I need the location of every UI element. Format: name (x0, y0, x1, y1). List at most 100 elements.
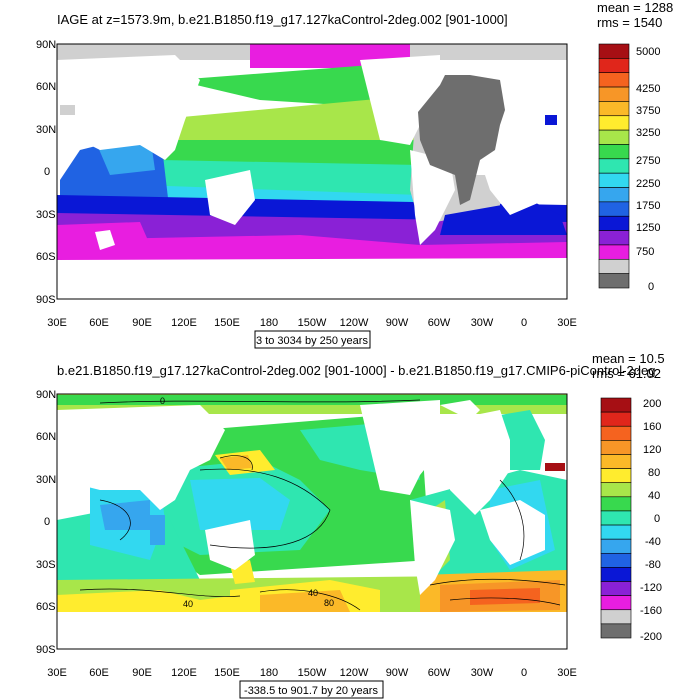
panel1-lon-tick: 90W (386, 317, 409, 329)
panel2-lat-axis: 90N 60N 30N 0 30S 60S 90S (36, 389, 56, 656)
panel2-lat-tick: 90N (36, 389, 56, 401)
colorbar-swatch (600, 468, 632, 484)
panel2-lon-tick: 120E (171, 667, 197, 679)
colorbar-swatch (598, 187, 630, 203)
panel2-contour-label: 0 (160, 396, 165, 406)
colorbar-swatch (600, 524, 632, 540)
panel2-lon-axis: 30E 60E 90E 120E 150E 180 150W 120W 90W … (47, 667, 577, 679)
colorbar-swatch (600, 425, 632, 441)
panel2-lon-tick: 180 (260, 667, 278, 679)
panel1-lon-tick: 180 (260, 317, 278, 329)
panel2-colorbar-label: 0 (654, 513, 660, 525)
panel2-lon-tick: 60E (89, 667, 109, 679)
panel1-title: IAGE at z=1573.9m, b.e21.B1850.f19_g17.1… (57, 12, 508, 27)
panel2-title: b.e21.B1850.f19_g17.127kaControl-2deg.00… (57, 363, 655, 378)
colorbar-swatch (600, 609, 632, 625)
colorbar-swatch (598, 101, 630, 117)
colorbar-swatch (600, 538, 632, 554)
panel2-colorbar-label: 120 (643, 444, 661, 456)
panel2-rms: rms = 61.02 (592, 366, 661, 381)
panel1-subtitle-box (254, 330, 371, 349)
colorbar-swatch (600, 552, 632, 568)
panel2-lon-tick: 90E (132, 667, 152, 679)
panel1-lon-axis: 30E 60E 90E 120E 150E 180 150W 120W 90W … (47, 317, 577, 329)
panel1-colorbar (598, 43, 630, 289)
panel2-lat-tick: 30N (36, 474, 56, 486)
panel2-lat-tick: 60S (36, 601, 56, 613)
panel1-atlantic-dark (418, 75, 505, 205)
panel1-lon-tick: 0 (521, 317, 527, 329)
panel2-colorbar-label: -200 (640, 631, 662, 643)
panel2-colorbar-label: -80 (645, 559, 661, 571)
panel2-lon-tick: 30E (47, 667, 67, 679)
panel1-lat-tick: 90S (36, 294, 56, 306)
panel1-lon-tick: 30E (557, 317, 577, 329)
panel1-colorbar-label: 3750 (636, 105, 660, 117)
panel1-mean: mean = 1288 (597, 0, 673, 15)
panel2-lon-tick: 120W (340, 667, 369, 679)
panel2-colorbar-label: 160 (643, 421, 661, 433)
panel1-colorbar-label: 750 (636, 246, 654, 258)
colorbar-swatch (598, 215, 630, 231)
panel2-colorbar-label: -160 (640, 605, 662, 617)
panel1-lat-tick: 0 (44, 166, 50, 178)
panel2-lon-tick: 150W (298, 667, 327, 679)
panel1-lon-tick: 60E (89, 317, 109, 329)
panel1-lon-tick: 60W (428, 317, 451, 329)
panel1-rms: rms = 1540 (597, 15, 662, 30)
panel2-colorbar-label: -40 (645, 536, 661, 548)
panel1-colorbar-label: 5000 (636, 46, 660, 58)
panel2-contour-label: 80 (324, 598, 334, 608)
colorbar-swatch (600, 482, 632, 498)
panel1-lon-tick: 30W (471, 317, 494, 329)
panel2-contour-label: 40 (183, 599, 193, 609)
colorbar-swatch (598, 72, 630, 88)
colorbar-swatch (598, 201, 630, 217)
colorbar-swatch (600, 581, 632, 596)
panel1-lon-tick: 120W (340, 317, 369, 329)
panel1-colorbar-label: 2750 (636, 155, 660, 167)
colorbar-swatch (598, 273, 630, 289)
panel1-colorbar-label: 2250 (636, 178, 660, 190)
panel1-lat-axis: 90N 60N 30N 0 30S 60S 90S (36, 39, 56, 306)
panel2-lon-tick: 60W (428, 667, 451, 679)
panel2-map (57, 394, 567, 649)
colorbar-swatch (600, 623, 632, 639)
panel2-contour-labels: 0 40 40 80 (160, 396, 334, 609)
colorbar-swatch (598, 158, 630, 174)
colorbar-swatch (600, 454, 632, 469)
panel2-colorbar-label: 80 (648, 467, 660, 479)
colorbar-swatch (600, 411, 632, 427)
panel2-land (57, 400, 567, 649)
panel2-colorbar (600, 397, 632, 639)
panel1-colorbar-label: 1750 (636, 200, 660, 212)
panel2-colorbar-label: 200 (643, 398, 661, 410)
colorbar-swatch (598, 258, 630, 274)
colorbar-swatch (598, 58, 630, 74)
panel2-colorbar-label: -120 (640, 582, 662, 594)
colorbar-swatch (600, 440, 632, 455)
panel1-map (57, 44, 567, 299)
panel2-colorbar-label: 40 (648, 490, 660, 502)
panel1: IAGE at z=1573.9m, b.e21.B1850.f19_g17.1… (36, 0, 673, 349)
panel1-subtitle: 3 to 3034 by 250 years (256, 335, 368, 347)
panel1-lat-tick: 60S (36, 251, 56, 263)
panel1-colorbar-label: 0 (648, 281, 654, 293)
colorbar-swatch (600, 496, 632, 512)
panel1-lon-tick: 150W (298, 317, 327, 329)
panel2-subtitle: -338.5 to 901.7 by 20 years (244, 685, 378, 697)
colorbar-swatch (600, 595, 632, 611)
panel2-lat-tick: 0 (44, 516, 50, 528)
colorbar-swatch (598, 244, 630, 260)
panel2-subtitle-box (239, 680, 384, 699)
panel2-contour-label: 40 (308, 588, 318, 598)
panel2-contours (79, 399, 566, 611)
panel2-lon-tick: 90W (386, 667, 409, 679)
panel2-lon-tick: 150E (214, 667, 240, 679)
panel1-lon-tick: 90E (132, 317, 152, 329)
panel1-lon-tick: 150E (214, 317, 240, 329)
colorbar-swatch (600, 397, 632, 413)
panel1-lat-tick: 90N (36, 39, 56, 51)
colorbar-swatch (598, 230, 630, 246)
colorbar-swatch (598, 86, 630, 102)
